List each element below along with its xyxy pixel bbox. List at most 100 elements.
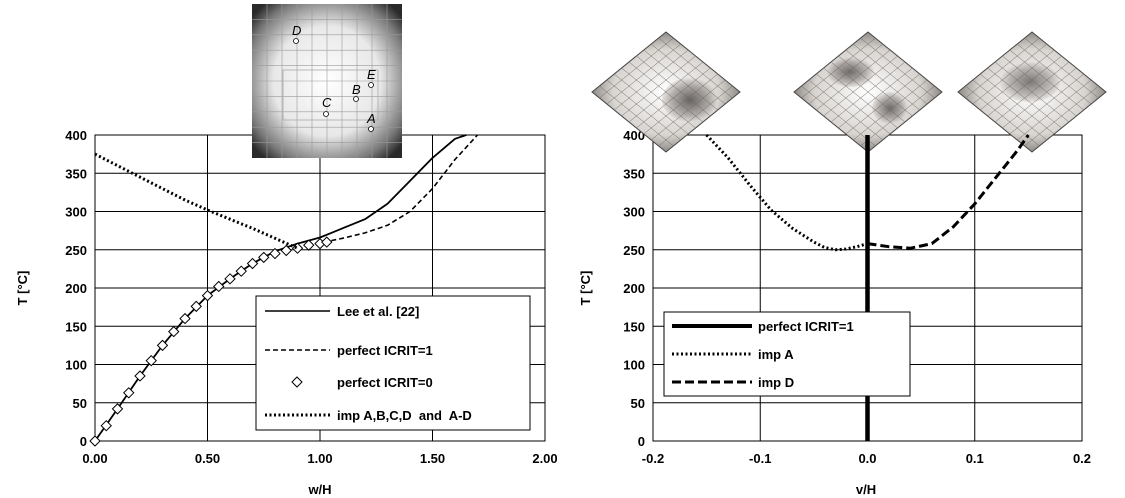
right-y-tick-label: 50 — [631, 396, 645, 411]
right-x-tick-label: 0.2 — [1073, 451, 1091, 466]
plate-mesh-line — [860, 37, 935, 99]
left-series-2-marker — [89, 435, 101, 447]
right-y-tick-label: 400 — [623, 128, 645, 143]
right-y-tick-label: 150 — [623, 319, 645, 334]
left-chart: 0 50 100 150 200 250 300 350 400 0.00 0.50 1.00 1.5… — [15, 4, 558, 497]
left-series-2-marker — [291, 242, 304, 254]
plate-mesh-line — [1024, 85, 1099, 147]
right-x-axis-label: v/H — [856, 482, 876, 497]
inset-plate-inner-region — [282, 69, 379, 121]
left-series-3-line — [94, 152, 299, 250]
left-y-tick-labels: 0 50 100 150 200 250 300 350 400 — [65, 128, 87, 449]
left-x-tick-label: 2.00 — [532, 451, 557, 466]
left-x-tick-label: 1.50 — [420, 451, 445, 466]
right-y-tick-label: 350 — [623, 166, 645, 181]
right-y-tick-label: 250 — [623, 243, 645, 258]
left-y-tick-label: 50 — [73, 396, 87, 411]
left-series-2-marker — [303, 239, 315, 251]
inset-label-d: D — [292, 23, 301, 38]
left-y-tick-label: 400 — [65, 128, 87, 143]
plate-mesh-line — [853, 43, 928, 105]
right-y-tick-labels: 0 50 100 150 200 250 300 350 400 — [623, 128, 645, 449]
inset-label-b: B — [352, 82, 361, 97]
left-series-2-marker — [156, 339, 169, 352]
left-series-2-marker — [100, 419, 112, 432]
right-x-tick-label: -0.1 — [749, 451, 771, 466]
left-series-2-marker — [213, 280, 225, 293]
left-x-tick-labels: 0.00 0.50 1.00 1.50 2.00 — [82, 451, 557, 466]
inset-label-e: E — [367, 67, 376, 82]
right-y-tick-label: 200 — [623, 281, 645, 296]
left-series-2-marker — [179, 312, 191, 325]
right-x-tick-label: 0.1 — [966, 451, 984, 466]
left-series-2-marker — [190, 300, 202, 313]
right-x-tick-labels: -0.2 -0.1 0.0 0.1 0.2 — [642, 451, 1091, 466]
legend-label-lee: Lee et al. [22] — [337, 304, 419, 319]
left-series-2-marker — [269, 247, 281, 260]
inset-label-a: A — [366, 111, 376, 126]
left-series-2-marker — [246, 257, 259, 270]
left-x-axis-label: w/H — [307, 482, 331, 497]
right-series-1-line — [705, 133, 868, 252]
plate-left-mesh — [599, 37, 733, 147]
plate-mesh-line — [830, 61, 906, 123]
plate-mesh-line — [1002, 67, 1077, 129]
plate-mesh-line — [651, 79, 726, 141]
plate-mesh-line — [1017, 43, 1092, 105]
legend-label-imp-d: imp D — [758, 375, 794, 390]
right-y-axis-label: T [°C] — [578, 271, 593, 306]
legend-label-icrit0: perfect ICRIT=0 — [337, 375, 433, 390]
left-legend-box — [255, 295, 531, 431]
plate-mesh-line — [845, 49, 920, 111]
left-y-tick-label: 200 — [65, 281, 87, 296]
plate-mesh-line — [1009, 73, 1084, 135]
plate-mesh-line — [636, 67, 711, 129]
left-series-2-marker — [134, 370, 146, 382]
plate-mesh-line — [1017, 79, 1092, 141]
left-y-tick-label: 0 — [80, 434, 87, 449]
plate-mesh-line — [838, 67, 913, 129]
inset-plate: D E B C A — [252, 4, 402, 158]
plate-mesh-line — [1002, 55, 1077, 117]
left-series-2-marker — [111, 403, 124, 415]
legend-label-imp-a: imp A — [758, 347, 794, 362]
plate-mesh-line — [1024, 37, 1099, 99]
plate-right-mesh — [965, 37, 1099, 147]
left-series-2-marker — [321, 236, 333, 248]
left-series-2-marker — [201, 289, 214, 302]
right-x-tick-label: 0.0 — [858, 451, 876, 466]
legend-label-imp-abcd: imp A,B,C,D and A-D — [337, 408, 472, 423]
legend-label-icrit1: perfect ICRIT=1 — [337, 343, 433, 358]
left-series-1-line — [331, 134, 479, 242]
right-series-2-line — [867, 134, 1030, 250]
right-x-tick-label: -0.2 — [642, 451, 664, 466]
inset-point-b — [353, 96, 359, 102]
left-series-2-marker — [258, 251, 270, 264]
left-series-2-marker — [145, 354, 157, 367]
plate-mesh-line — [658, 37, 733, 99]
plate-mesh-line — [651, 43, 726, 105]
inset-point-c — [323, 111, 329, 117]
left-y-tick-label: 300 — [65, 205, 87, 220]
left-x-tick-label: 0.00 — [82, 451, 107, 466]
plate-mesh-line — [643, 49, 718, 111]
right-y-tick-label: 0 — [638, 434, 645, 449]
left-series — [89, 134, 479, 447]
inset-point-d — [293, 38, 299, 44]
plate-mesh-line — [636, 55, 711, 117]
left-x-tick-label: 0.50 — [195, 451, 220, 466]
left-series-2-marker — [235, 265, 247, 277]
left-y-tick-label: 350 — [65, 166, 87, 181]
plate-mesh-line — [853, 79, 928, 141]
left-x-tick-label: 1.00 — [307, 451, 332, 466]
plate-mesh-line — [628, 61, 704, 123]
right-y-tick-label: 100 — [623, 358, 645, 373]
left-legend: Lee et al. [22] perfect ICRIT=1 perfect … — [255, 295, 531, 431]
right-y-tick-label: 300 — [623, 205, 645, 220]
left-series-2-marker — [123, 387, 135, 399]
plate-mesh-line — [658, 85, 733, 147]
plate-mesh-line — [643, 73, 718, 135]
inset-label-c: C — [322, 95, 332, 110]
inset-point-e — [368, 82, 374, 88]
